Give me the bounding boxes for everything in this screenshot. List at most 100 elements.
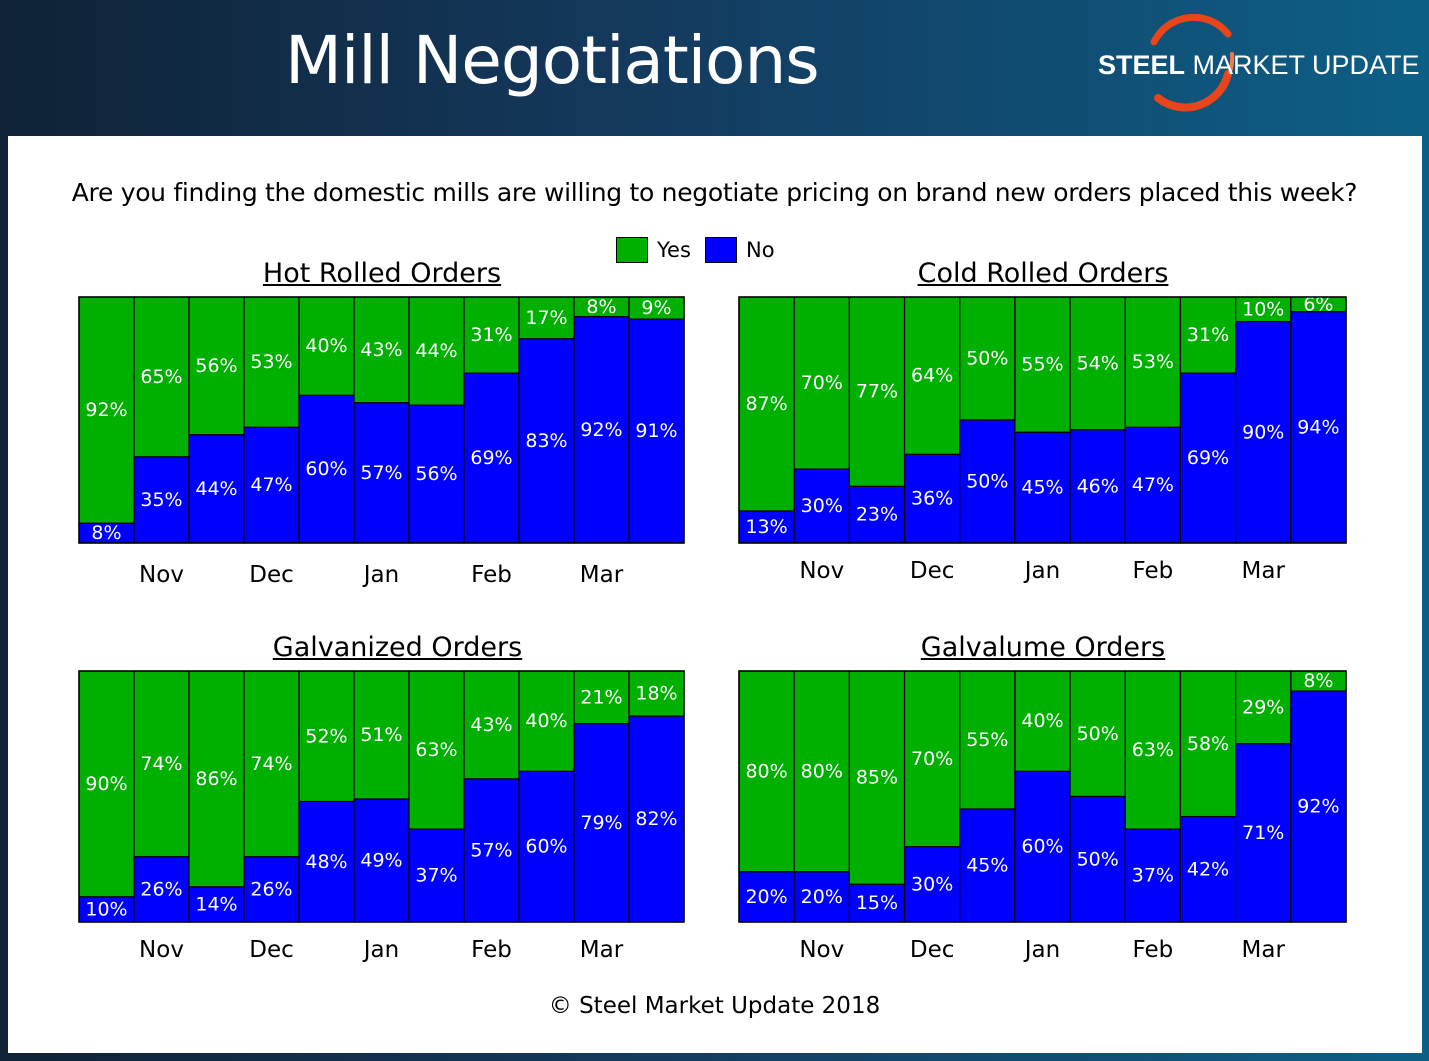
plot-frame [738, 296, 1347, 544]
bar-yes-4 [298, 670, 355, 803]
x-tick-label-mar: Mar [1242, 937, 1286, 963]
bar-yes-8 [1179, 670, 1237, 818]
survey-question: Are you finding the domestic mills are w… [71, 178, 1358, 207]
data-label-no-1: 30% [801, 495, 843, 517]
data-label-yes-6: 50% [1077, 723, 1119, 745]
legend-label-yes: Yes [657, 238, 691, 262]
data-label-no-7: 47% [1132, 474, 1174, 496]
data-label-yes-4: 52% [305, 725, 347, 747]
plot-frame [78, 670, 685, 923]
bar-no-6 [1069, 429, 1126, 544]
data-label-no-3: 30% [911, 873, 953, 895]
x-tick-label-feb: Feb [1132, 558, 1173, 584]
data-label-no-8: 69% [1187, 447, 1229, 469]
data-label-no-8: 83% [525, 430, 567, 452]
data-label-no-1: 35% [140, 489, 182, 511]
bar-no-10 [1290, 311, 1347, 544]
bar-no-4 [959, 419, 1016, 544]
x-tick-label-dec: Dec [910, 937, 955, 963]
chart-hot-rolled: 92% 8% 65% 35% 56% 44% 53% 47% 40% 60% 43% 57% 44% 56… [78, 296, 685, 588]
bar-no-3 [903, 846, 961, 923]
bar-no-5 [1014, 770, 1071, 923]
data-label-yes-8: 31% [1187, 324, 1229, 346]
data-label-no-2: 14% [195, 893, 237, 915]
x-tick-label-feb: Feb [471, 937, 512, 963]
data-label-no-5: 49% [360, 850, 402, 872]
legend-swatch-no [705, 237, 737, 263]
data-label-yes-3: 64% [911, 365, 953, 387]
x-tick-label-nov: Nov [799, 558, 844, 584]
data-label-yes-4: 50% [966, 348, 1008, 370]
data-label-yes-6: 44% [415, 340, 457, 362]
data-label-no-7: 69% [470, 447, 512, 469]
data-label-no-5: 45% [1021, 477, 1063, 499]
data-label-yes-8: 58% [1187, 733, 1229, 755]
x-tick-label-mar: Mar [580, 562, 624, 588]
chart-cold-rolled: 87% 13% 70% 30% 77% 23% 64% 36% 50% 50% 55% 45% 54% 4… [738, 293, 1347, 584]
data-label-no-9: 71% [1242, 822, 1284, 844]
data-label-yes-0: 90% [85, 773, 127, 795]
data-label-no-7: 37% [1132, 865, 1174, 887]
data-label-no-5: 57% [360, 462, 402, 484]
bar-no-7 [463, 372, 520, 544]
data-label-yes-0: 92% [85, 399, 127, 421]
data-label-yes-1: 65% [140, 366, 182, 388]
bar-no-3 [243, 856, 300, 923]
data-label-yes-10: 9% [641, 297, 671, 319]
bar-no-1 [133, 856, 190, 923]
data-label-yes-2: 77% [856, 381, 898, 403]
data-label-yes-7: 31% [470, 324, 512, 346]
data-label-no-2: 44% [195, 478, 237, 500]
data-label-no-7: 57% [470, 839, 512, 861]
plot-frame [78, 296, 685, 544]
data-label-yes-5: 51% [360, 724, 402, 746]
bar-yes-3 [243, 670, 300, 858]
data-label-no-8: 42% [1187, 858, 1229, 880]
bar-no-3 [243, 426, 300, 544]
chart-title-galvalume: Galvalume Orders [920, 632, 1166, 663]
legend-label-no: No [746, 238, 775, 262]
bar-no-8 [1179, 815, 1237, 923]
page-title: Mill Negotiations [285, 22, 820, 99]
bar-yes-1 [793, 670, 850, 873]
bar-yes-5 [353, 670, 410, 800]
x-tick-label-feb: Feb [471, 562, 512, 588]
data-label-yes-2: 85% [856, 767, 898, 789]
bar-no-5 [353, 402, 410, 544]
bar-no-6 [408, 828, 465, 923]
data-label-no-1: 20% [801, 886, 843, 908]
x-tick-label-nov: Nov [139, 562, 184, 588]
bar-yes-6 [408, 296, 465, 406]
x-tick-label-jan: Jan [362, 562, 399, 588]
bar-no-4 [298, 394, 355, 544]
data-label-no-4: 48% [305, 851, 347, 873]
bar-no-0 [738, 871, 795, 923]
bar-no-9 [1235, 321, 1292, 544]
bar-yes-3 [903, 670, 961, 848]
chart-title-hot-rolled: Hot Rolled Orders [262, 258, 502, 289]
data-label-yes-2: 56% [195, 355, 237, 377]
data-label-no-9: 92% [580, 419, 622, 441]
bar-yes-3 [243, 296, 300, 428]
bar-yes-5 [353, 296, 410, 404]
data-label-yes-9: 10% [1242, 298, 1284, 320]
data-label-yes-5: 40% [1021, 710, 1063, 732]
chart-galvanized: 90% 10% 74% 26% 86% 14% 74% 26% 52% 48% 51% 49% 63% 3… [78, 670, 685, 963]
data-label-yes-5: 43% [360, 339, 402, 361]
bar-yes-10 [628, 670, 685, 717]
data-label-yes-1: 70% [801, 372, 843, 394]
x-tick-label-jan: Jan [1023, 558, 1060, 584]
data-label-yes-8: 17% [525, 307, 567, 329]
bar-no-2 [848, 883, 906, 923]
bar-yes-8 [518, 296, 575, 340]
data-label-yes-4: 55% [966, 729, 1008, 751]
data-label-yes-3: 53% [250, 351, 292, 373]
data-label-yes-7: 63% [1132, 739, 1174, 761]
data-label-yes-9: 21% [580, 686, 622, 708]
x-tick-label-nov: Nov [139, 937, 184, 963]
data-label-yes-4: 40% [305, 335, 347, 357]
data-label-yes-3: 74% [250, 753, 292, 775]
bar-yes-9 [573, 670, 630, 725]
data-label-yes-7: 43% [470, 714, 512, 736]
x-tick-label-jan: Jan [362, 937, 399, 963]
